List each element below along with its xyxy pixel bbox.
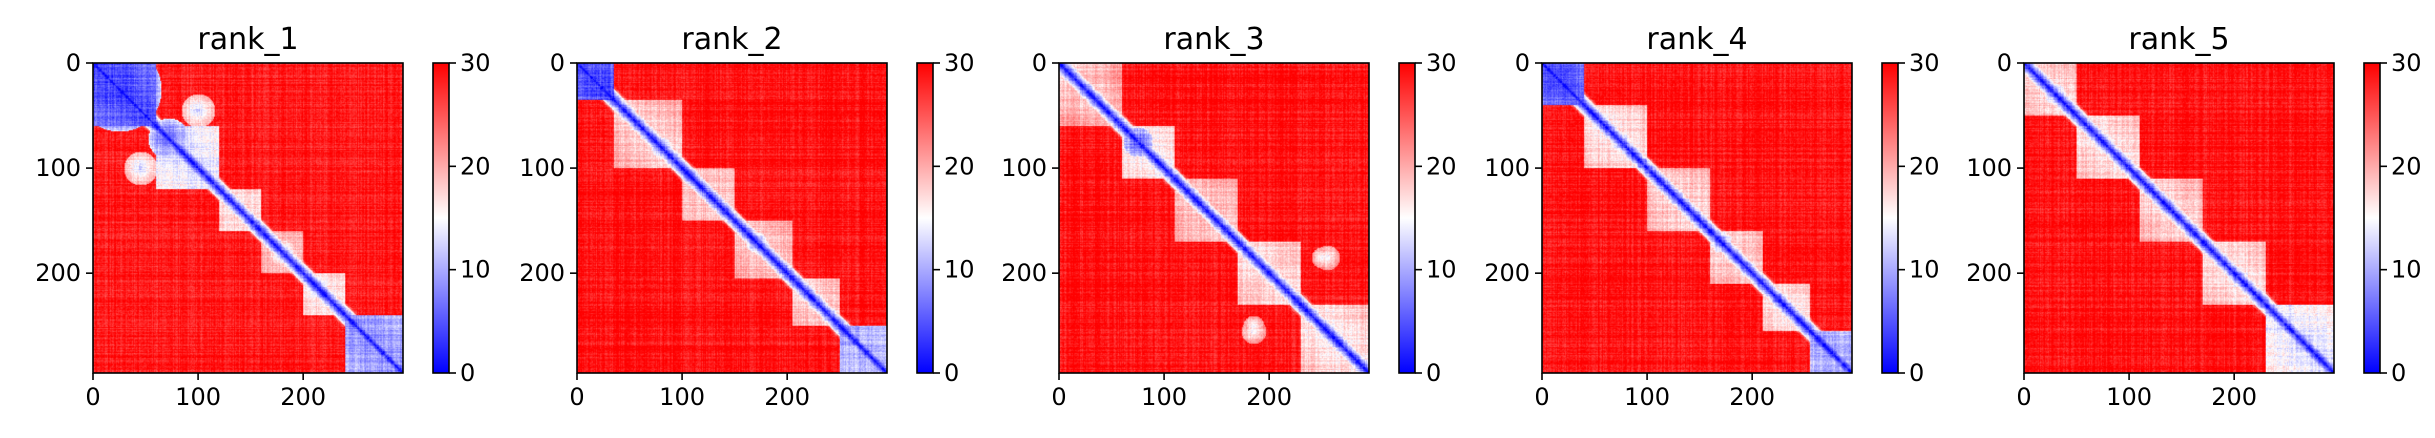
x-tick-label: 0	[569, 383, 584, 411]
colorbar-frame	[1398, 62, 1416, 374]
colorbar-tick-label: 30	[1426, 49, 1457, 77]
colorbar-frame	[432, 62, 450, 374]
colorbar-tick-label: 10	[944, 256, 975, 284]
x-tick-label: 0	[1534, 383, 1549, 411]
x-tick-label: 200	[764, 383, 810, 411]
heatmap-panel-1: rank_1 0 100 200 0 100 200 0 10 20 30	[35, 22, 490, 411]
y-tick-label: 200	[519, 259, 565, 287]
panel-title: rank_1	[197, 22, 298, 57]
heatmap-panel-3: rank_3 0 100 200 0 100 200 0 10 20 30	[1001, 22, 1456, 411]
colorbar	[433, 63, 449, 373]
colorbar-tick-label: 10	[1426, 256, 1457, 284]
y-tick-label: 0	[66, 49, 81, 77]
colorbar-tick-label: 30	[460, 49, 491, 77]
colorbar-tick-label: 0	[1909, 359, 1924, 387]
colorbar-tick-label: 0	[2391, 359, 2406, 387]
colorbar-tick-label: 0	[944, 359, 959, 387]
y-tick-label: 200	[35, 259, 81, 287]
x-tick-label: 0	[1051, 383, 1066, 411]
heatmap-image	[93, 63, 403, 373]
y-tick-label: 100	[1001, 154, 1047, 182]
y-tick-label: 0	[1515, 49, 1530, 77]
panel-title: rank_4	[1646, 22, 1747, 57]
colorbar-frame	[1881, 62, 1899, 374]
x-tick-label: 100	[659, 383, 705, 411]
y-tick-label: 0	[550, 49, 565, 77]
y-tick-label: 100	[35, 154, 81, 182]
y-tick-label: 100	[1484, 154, 1530, 182]
x-tick-label: 100	[1141, 383, 1187, 411]
colorbar-tick-label: 30	[944, 49, 975, 77]
colorbar	[917, 63, 933, 373]
colorbar-tick-label: 0	[460, 359, 475, 387]
y-tick-label: 100	[519, 154, 565, 182]
colorbar	[1399, 63, 1415, 373]
x-tick-label: 200	[1729, 383, 1775, 411]
colorbar-tick-label: 20	[460, 152, 491, 180]
heatmap-image	[577, 63, 887, 373]
y-tick-label: 200	[1484, 259, 1530, 287]
heatmap-frame	[2023, 62, 2335, 374]
x-tick-label: 200	[1246, 383, 1292, 411]
colorbar-tick-label: 30	[2391, 49, 2422, 77]
colorbar-tick-label: 10	[1909, 256, 1940, 284]
colorbar-tick-label: 30	[1909, 49, 1940, 77]
y-tick-label: 0	[1997, 49, 2012, 77]
heatmap-frame	[1058, 62, 1370, 374]
colorbar-tick-label: 20	[2391, 152, 2422, 180]
x-tick-label: 200	[280, 383, 326, 411]
colorbar-tick-label: 20	[1426, 152, 1457, 180]
colorbar-tick-label: 20	[1909, 152, 1940, 180]
y-tick-label: 100	[1966, 154, 2012, 182]
x-tick-label: 0	[2016, 383, 2031, 411]
colorbar-frame	[916, 62, 934, 374]
colorbar-tick-label: 0	[1426, 359, 1441, 387]
y-tick-label: 0	[1032, 49, 1047, 77]
x-tick-label: 100	[2106, 383, 2152, 411]
panel-title: rank_3	[1163, 22, 1264, 57]
heatmap-image	[1059, 63, 1369, 373]
colorbar	[1882, 63, 1898, 373]
heatmap-panel-5: rank_5 0 100 200 0 100 200 0 10 20 30	[1966, 22, 2421, 411]
heatmap-frame	[92, 62, 404, 374]
colorbar-tick-label: 10	[2391, 256, 2422, 284]
panel-title: rank_2	[681, 22, 782, 57]
heatmap-image	[1542, 63, 1852, 373]
panel-title: rank_5	[2128, 22, 2229, 57]
x-tick-label: 200	[2211, 383, 2257, 411]
colorbar-tick-label: 10	[460, 256, 491, 284]
x-tick-label: 100	[1624, 383, 1670, 411]
heatmap-frame	[1541, 62, 1853, 374]
heatmap-panel-4: rank_4 0 100 200 0 100 200 0 10 20 30	[1484, 22, 1939, 411]
colorbar-frame	[2363, 62, 2381, 374]
colorbar-tick-label: 20	[944, 152, 975, 180]
heatmap-panel-2: rank_2 0 100 200 0 100 200 0 10 20 30	[519, 22, 974, 411]
x-tick-label: 0	[85, 383, 100, 411]
y-tick-label: 200	[1966, 259, 2012, 287]
x-tick-label: 100	[175, 383, 221, 411]
y-tick-label: 200	[1001, 259, 1047, 287]
heatmap-frame	[576, 62, 888, 374]
colorbar	[2364, 63, 2380, 373]
heatmap-image	[2024, 63, 2334, 373]
